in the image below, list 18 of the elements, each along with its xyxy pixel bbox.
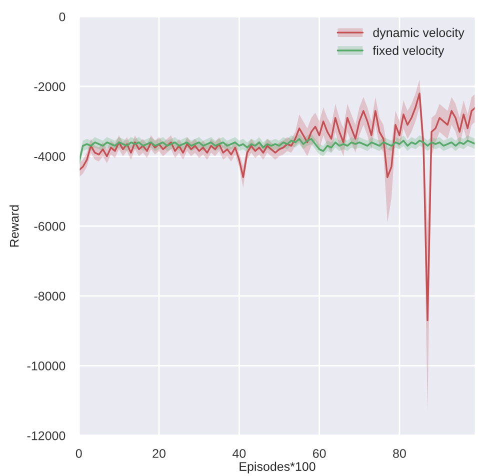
- line-series: [78, 92, 476, 322]
- x-tick-label: 0: [76, 449, 82, 458]
- y-tick-label: -12000: [27, 431, 66, 440]
- y-tick-label: -2000: [34, 82, 66, 92]
- y-tick-label: -10000: [27, 362, 66, 370]
- legend-label: fixed velocity: [372, 46, 444, 58]
- y-tick-label: -8000: [34, 292, 66, 301]
- x-axis-title: Episodes*100: [240, 462, 316, 474]
- y-axis-title: Reward: [10, 205, 19, 247]
- x-tick-label: 40: [232, 449, 246, 458]
- line-series: [78, 138, 476, 164]
- y-tick-label: -6000: [34, 222, 66, 231]
- y-tick-label: 0: [59, 12, 66, 22]
- y-tick-label: -4000: [34, 152, 66, 161]
- x-tick-label: 80: [393, 449, 406, 458]
- x-tick-label: 20: [152, 449, 166, 458]
- legend-label: dynamic velocity: [373, 28, 464, 40]
- x-tick-label: 60: [313, 449, 326, 458]
